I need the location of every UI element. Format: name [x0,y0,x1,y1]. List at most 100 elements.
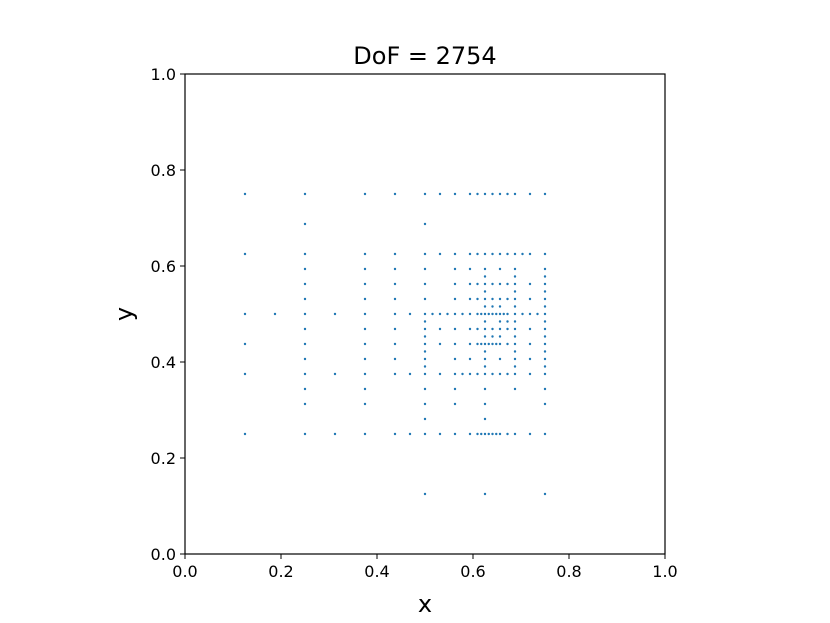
data-point [528,432,532,436]
data-point [438,432,442,436]
y-tick-label: 0.8 [151,161,176,180]
data-point [543,275,547,278]
data-point [536,312,539,316]
data-point [303,222,307,226]
data-point [491,327,494,331]
data-point [543,432,547,436]
data-point [498,312,502,316]
data-point [363,267,367,271]
data-point [491,312,494,316]
data-point [423,342,427,346]
data-point [513,357,517,361]
data-point [363,312,367,316]
data-point [423,492,427,496]
data-point [491,252,494,256]
data-point [543,282,547,286]
data-point [491,192,494,196]
data-point [506,342,509,346]
data-point [483,387,487,391]
data-point [528,357,532,361]
data-point [483,432,487,436]
data-point [513,327,517,331]
data-point [363,282,367,286]
data-point [363,402,367,406]
data-point [498,305,502,308]
data-point [506,327,509,331]
data-point [423,365,427,368]
data-point [303,342,307,346]
data-point [483,275,487,278]
data-point [476,372,479,376]
data-point [528,342,532,346]
data-point [243,312,247,316]
data-point [303,357,307,361]
data-point [483,312,487,316]
data-point [543,297,547,301]
data-point [491,372,494,376]
data-point [543,192,547,196]
data-point [393,342,397,346]
data-point [333,432,337,436]
axes-frame [184,73,666,555]
data-point [453,267,457,271]
data-point [423,372,427,376]
data-point [506,192,509,196]
data-point [543,335,547,338]
data-point [528,282,532,286]
data-point [483,267,487,271]
data-point [303,312,307,316]
data-point [513,297,517,301]
data-point [476,312,479,316]
data-point [483,335,487,338]
data-point [483,192,487,196]
data-point [513,350,517,353]
data-point [468,327,472,331]
data-point [543,372,547,376]
data-point [393,312,397,316]
x-tick-label: 0.0 [172,562,197,581]
data-point [483,492,487,496]
data-point [528,327,532,331]
data-point [363,357,367,361]
y-tick-label: 0.2 [151,449,176,468]
data-point [513,192,517,196]
data-point [393,252,397,256]
data-point [468,267,472,271]
data-point [502,312,505,316]
data-point [363,192,367,196]
data-point [363,252,367,256]
data-point [483,252,487,256]
data-point [393,267,397,271]
data-point [521,252,524,256]
data-point [453,402,457,406]
data-point [506,372,509,376]
data-point [468,342,472,346]
x-axis-label: x [418,590,432,618]
data-point [363,372,367,376]
data-point [453,357,457,361]
data-point [513,342,517,346]
data-point [423,335,427,338]
data-point [506,252,509,256]
data-point [476,327,479,331]
data-point [483,320,487,323]
data-point [423,350,427,353]
data-point [483,372,487,376]
data-point [487,432,490,436]
data-point [468,192,472,196]
data-point [543,305,547,308]
data-point [483,327,487,331]
data-point [303,297,307,301]
data-point [303,387,307,391]
data-point [423,252,427,256]
data-point [423,282,427,286]
data-point [453,432,457,436]
data-point [513,305,517,308]
data-point [393,327,397,331]
data-point [495,312,498,316]
data-point [453,342,457,346]
data-point [513,320,517,323]
data-point [393,297,397,301]
